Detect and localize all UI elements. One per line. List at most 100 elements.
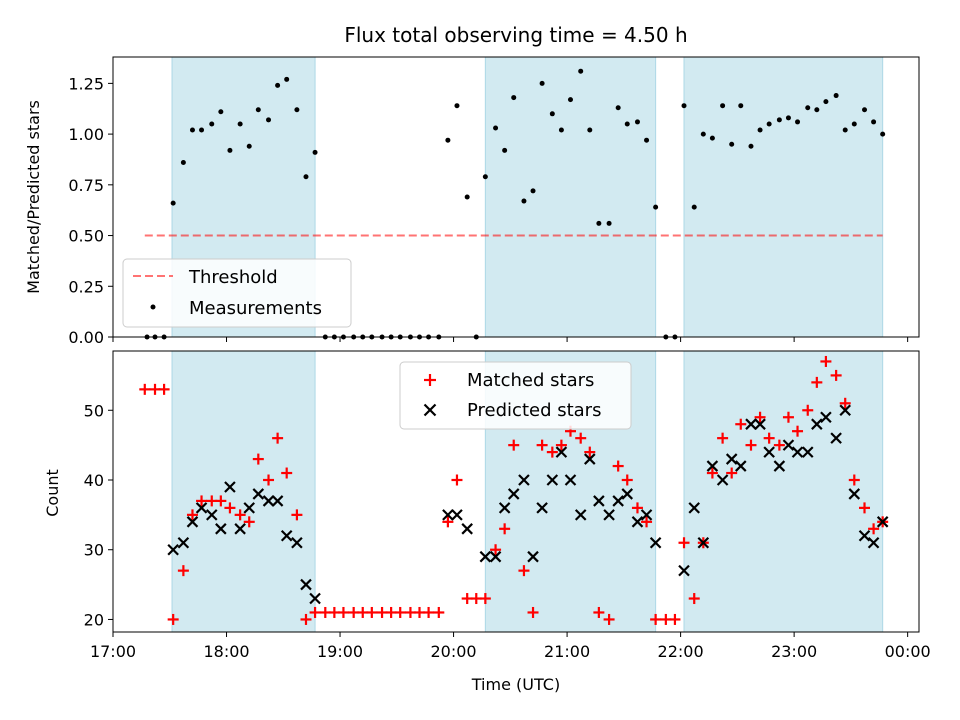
predicted-star-point bbox=[536, 502, 548, 514]
measurement-point bbox=[757, 127, 763, 133]
matched-star-point bbox=[337, 606, 349, 618]
measurement-point bbox=[681, 103, 687, 109]
predicted-star-point bbox=[479, 550, 492, 563]
predicted-star-point bbox=[745, 418, 757, 430]
matched-star-point bbox=[366, 606, 378, 618]
measurement-point bbox=[445, 137, 451, 143]
measurement-point bbox=[464, 194, 470, 200]
measurement-point bbox=[266, 117, 272, 123]
measurement-point bbox=[795, 119, 801, 125]
measurement-point bbox=[303, 174, 309, 180]
predicted-star-point bbox=[839, 404, 851, 417]
measurement-point bbox=[785, 115, 791, 121]
predicted-star-point bbox=[527, 550, 539, 563]
measurement-point bbox=[246, 143, 252, 149]
measurement-point bbox=[549, 111, 555, 117]
matched-star-point bbox=[868, 523, 880, 535]
top-legend: Threshold Measurements bbox=[122, 258, 352, 328]
observing-band bbox=[683, 350, 884, 633]
measurement-point bbox=[530, 188, 536, 194]
predicted-star-point bbox=[716, 474, 729, 486]
matched-star-point bbox=[394, 606, 406, 618]
predicted-star-point bbox=[555, 446, 568, 458]
predicted-star-point bbox=[507, 488, 520, 500]
predicted-star-point bbox=[773, 460, 786, 472]
bottom-x-ticks: 17:00 18:00 19:00 20:00 21:00 22:00 23:00 00:00 bbox=[90, 632, 931, 661]
predicted-star-point bbox=[498, 502, 511, 514]
matched-star-point bbox=[802, 404, 814, 416]
measurement-point bbox=[738, 103, 744, 109]
matched-star-point bbox=[234, 509, 246, 521]
matched-star-point bbox=[641, 516, 653, 528]
measurement-point bbox=[691, 204, 697, 210]
y-tick-label: 40 bbox=[84, 471, 104, 490]
measurement-point bbox=[199, 127, 205, 133]
y-tick-label: 20 bbox=[84, 610, 104, 629]
predicted-star-point bbox=[177, 536, 190, 549]
matched-star-point bbox=[224, 502, 236, 514]
matched-star-point bbox=[158, 383, 170, 395]
x-tick-label: 00:00 bbox=[885, 642, 931, 661]
y-tick-label: 0.25 bbox=[68, 277, 104, 296]
matched-star-point bbox=[839, 397, 851, 409]
y-tick-label: 0.75 bbox=[68, 176, 104, 195]
measurement-point bbox=[284, 76, 290, 82]
matched-star-point bbox=[735, 418, 747, 430]
measurement-point bbox=[851, 121, 857, 127]
predicted-star-point bbox=[734, 460, 747, 472]
matched-star-point bbox=[508, 439, 520, 451]
matched-star-point bbox=[243, 516, 255, 528]
predicted-star-point bbox=[291, 536, 303, 549]
matched-star-point bbox=[291, 509, 303, 521]
measurement-points bbox=[144, 68, 886, 340]
measurement-point bbox=[227, 147, 233, 153]
matched-star-point bbox=[536, 439, 548, 451]
measurement-point bbox=[615, 105, 621, 111]
legend-measurement-label: Measurements bbox=[189, 298, 322, 319]
matched-star-point bbox=[584, 446, 596, 458]
matched-star-point bbox=[678, 537, 690, 549]
y-tick-label: 30 bbox=[84, 541, 104, 560]
predicted-star-point bbox=[697, 536, 710, 549]
measurement-point bbox=[502, 147, 508, 153]
measurement-point bbox=[842, 127, 848, 133]
measurement-point bbox=[729, 141, 735, 147]
measurement-point bbox=[170, 200, 176, 206]
top-axes-frame bbox=[112, 56, 920, 338]
predicted-star-point bbox=[593, 495, 605, 507]
predicted-star-point bbox=[167, 543, 179, 556]
predicted-star-point bbox=[518, 474, 530, 486]
legend-predicted-label: Predicted stars bbox=[467, 400, 601, 421]
measurement-point bbox=[294, 107, 300, 113]
measurement-point bbox=[209, 121, 215, 127]
matched-star-point bbox=[621, 474, 633, 486]
predicted-star-point bbox=[820, 411, 832, 424]
predicted-star-point bbox=[706, 460, 719, 472]
matched-star-point bbox=[631, 502, 643, 514]
predicted-star-point bbox=[262, 495, 275, 507]
predicted-star-point bbox=[574, 509, 587, 521]
predicted-star-point bbox=[252, 488, 265, 500]
y-tick-label: 50 bbox=[84, 401, 104, 420]
matched-star-point bbox=[215, 495, 227, 507]
matched-star-point bbox=[263, 474, 275, 486]
predicted-star-point bbox=[763, 446, 775, 458]
measurement-point bbox=[189, 127, 195, 133]
measurement-point bbox=[766, 121, 772, 127]
matched-star-point bbox=[186, 509, 198, 521]
x-tick-label: 18:00 bbox=[203, 642, 249, 661]
predicted-star-point bbox=[754, 418, 766, 430]
matched-star-point bbox=[650, 613, 662, 625]
predicted-star-point bbox=[782, 439, 795, 451]
predicted-star-point bbox=[725, 453, 738, 465]
measurement-point bbox=[255, 107, 261, 113]
predicted-star-point bbox=[195, 502, 208, 514]
measurement-point bbox=[567, 97, 573, 103]
matched-star-point bbox=[309, 606, 321, 618]
top-panel: 0.00 0.25 0.50 0.75 1.00 1.25 Matched/Predict… bbox=[24, 56, 920, 347]
measurement-point bbox=[578, 68, 584, 74]
measurement-point bbox=[482, 174, 488, 180]
predicted-star-point bbox=[243, 502, 256, 514]
measurement-point bbox=[624, 121, 630, 127]
